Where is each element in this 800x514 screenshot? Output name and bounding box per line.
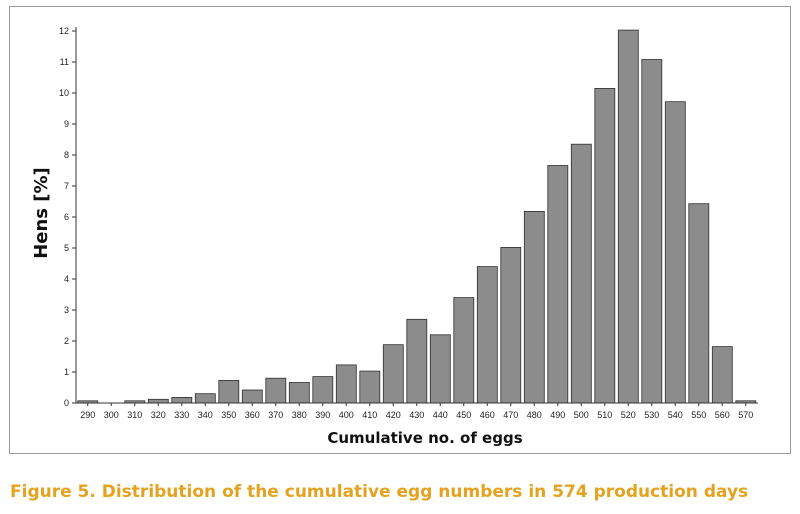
y-tick-label: 10	[59, 88, 69, 98]
bar-420	[382, 344, 404, 404]
y-tick-label: 3	[64, 305, 69, 315]
figure-caption: Figure 5. Distribution of the cumulative…	[10, 482, 749, 502]
bar-440	[429, 334, 451, 404]
x-tick-label: 540	[668, 410, 683, 420]
x-tick-label: 460	[480, 410, 495, 420]
x-tick-label: 470	[503, 410, 518, 420]
bars-layer	[77, 29, 757, 404]
bar-480	[523, 210, 545, 404]
bar-490	[547, 165, 569, 404]
bar-500	[570, 143, 592, 404]
x-tick-label: 550	[691, 410, 706, 420]
bar-560	[711, 346, 733, 404]
bar-320	[147, 398, 169, 404]
bar-540	[664, 101, 686, 404]
x-tick-label: 420	[386, 410, 401, 420]
y-tick-label: 0	[64, 398, 69, 408]
x-tick-label: 530	[644, 410, 659, 420]
x-tick-label: 500	[574, 410, 589, 420]
x-tick-label: 390	[315, 410, 330, 420]
chart-frame: 0 1 2 3 4 5 6 7 8 9 10 11 12 290 300 310 320 330 340 350 36…	[9, 6, 791, 454]
y-tick-label: 4	[64, 274, 69, 284]
bar-530	[641, 59, 663, 404]
y-tick-label: 9	[64, 119, 69, 129]
x-tick-label: 480	[527, 410, 542, 420]
x-tick-label: 440	[433, 410, 448, 420]
bar-360	[241, 389, 263, 404]
bar-460	[476, 266, 498, 404]
x-tick-label: 330	[174, 410, 189, 420]
bar-380	[288, 382, 310, 404]
x-tick-label: 570	[738, 410, 753, 420]
y-tick-label: 1	[64, 367, 69, 377]
y-tick-label: 6	[64, 212, 69, 222]
bar-410	[359, 370, 381, 404]
bar-510	[594, 88, 616, 404]
x-tick-label: 560	[715, 410, 730, 420]
x-tick-label: 370	[268, 410, 283, 420]
x-tick-label: 290	[80, 410, 95, 420]
y-tick-label: 8	[64, 150, 69, 160]
x-tick-label: 380	[292, 410, 307, 420]
x-tick-label: 340	[198, 410, 213, 420]
x-tick-label: 450	[456, 410, 471, 420]
bar-520	[617, 29, 639, 404]
bar-400	[335, 364, 357, 404]
bar-430	[406, 318, 428, 404]
bar-450	[453, 297, 475, 404]
bar-340	[194, 393, 216, 404]
x-tick-label: 490	[550, 410, 565, 420]
bar-350	[218, 379, 240, 404]
bar-330	[171, 396, 193, 404]
x-tick-label: 320	[151, 410, 166, 420]
y-tick-label: 12	[59, 26, 69, 36]
bar-470	[500, 246, 522, 404]
bar-370	[265, 377, 287, 404]
x-axis-label: Cumulative no. of eggs	[327, 429, 522, 447]
y-tick-label: 7	[64, 181, 69, 191]
y-tick-label: 11	[60, 57, 69, 67]
x-tick-label: 360	[245, 410, 260, 420]
x-tick-label: 310	[127, 410, 142, 420]
x-tick-label: 430	[409, 410, 424, 420]
x-tick-label: 510	[597, 410, 612, 420]
y-tick-label: 5	[64, 243, 69, 253]
x-tick-label: 350	[221, 410, 236, 420]
x-tick-label: 520	[621, 410, 636, 420]
y-axis-label: Hens [%]	[31, 167, 52, 259]
bar-550	[688, 203, 710, 404]
x-ticks: 290 300 310 320 330 340 350 360 370 380 390 400 410 4…	[80, 403, 753, 420]
x-tick-label: 400	[339, 410, 354, 420]
x-tick-label: 300	[104, 410, 119, 420]
bar-390	[312, 376, 334, 404]
y-tick-label: 2	[64, 336, 69, 346]
x-tick-label: 410	[362, 410, 377, 420]
